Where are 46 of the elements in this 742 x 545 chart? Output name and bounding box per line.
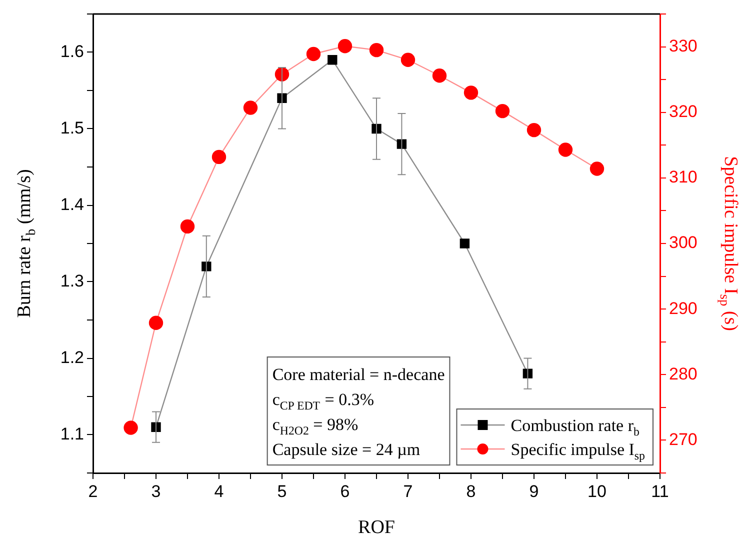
annotation: Core material = n-decane	[272, 365, 445, 384]
y-tick-label: 1.2	[60, 348, 84, 367]
point	[590, 162, 604, 176]
y-axis-title: Burn rate rb (mm/s)	[14, 169, 38, 318]
point	[369, 42, 384, 58]
y-tick-label: 1.1	[60, 424, 84, 444]
point	[148, 316, 164, 330]
point	[328, 55, 338, 65]
x-tick-label: 8	[466, 482, 476, 501]
point	[495, 104, 510, 118]
y2-tick-label: 290	[669, 298, 698, 318]
point	[274, 67, 290, 82]
point	[338, 39, 352, 54]
y-tick-label: 1.6	[60, 42, 84, 61]
point	[212, 150, 226, 164]
point	[180, 219, 195, 234]
y-tick-label: 1.4	[60, 194, 84, 214]
y-tick-label: 1.3	[60, 271, 84, 290]
y2-tick-label: 310	[669, 168, 698, 187]
point	[432, 68, 447, 83]
x-tick-label: 4	[214, 482, 224, 501]
x-tick-label: 10	[588, 482, 606, 501]
x-tick-label: 2	[88, 482, 98, 501]
y2-tick-label: 270	[669, 430, 698, 449]
x-tick-label: 3	[151, 482, 161, 501]
y2-axis-title: Specific impulse Isp (s)	[717, 156, 741, 331]
point	[124, 420, 138, 435]
annotation: Capsule size = 24 µm	[272, 440, 420, 459]
x-tick-label: 11	[651, 482, 669, 501]
point	[526, 122, 542, 138]
point	[460, 238, 470, 248]
x-tick-label: 5	[277, 482, 287, 501]
x-tick-label: 9	[529, 482, 539, 501]
y2-tick-label: 280	[669, 364, 698, 384]
y2-tick-label: 300	[669, 233, 698, 252]
y2-tick-label: 330	[669, 36, 698, 56]
y-tick-label: 1.5	[60, 118, 84, 138]
point	[400, 52, 416, 67]
y2-tick-label: 320	[669, 102, 698, 122]
point	[243, 100, 258, 115]
point	[306, 46, 321, 62]
point	[464, 86, 478, 100]
x-tick-label: 7	[403, 482, 413, 501]
point	[558, 142, 573, 157]
x-tick-label: 6	[340, 482, 350, 501]
x-axis-title: ROF	[358, 517, 395, 538]
